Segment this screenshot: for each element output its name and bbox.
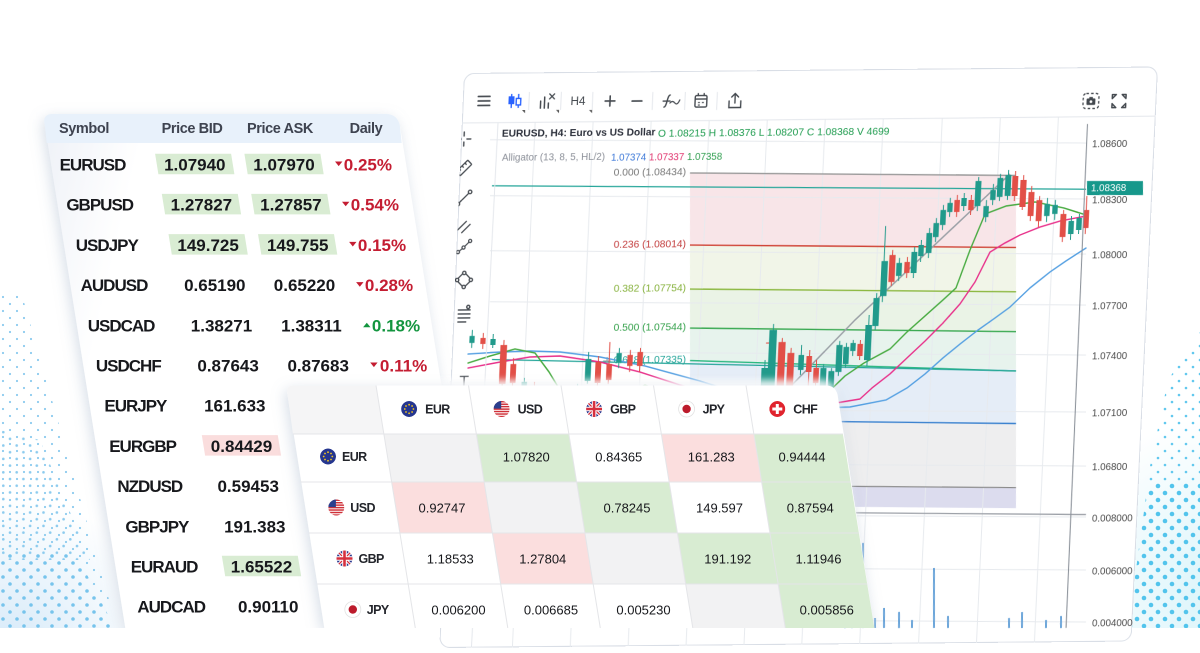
svg-text:1.08600: 1.08600 [1092, 139, 1128, 150]
svg-text:H4: H4 [570, 94, 586, 108]
svg-text:NZDUSD: NZDUSD [117, 477, 183, 496]
svg-text:0.92747: 0.92747 [419, 501, 466, 516]
svg-text:0.18%: 0.18% [372, 316, 420, 335]
svg-text:JPY: JPY [703, 403, 726, 417]
svg-text:0.618 (1.07335): 0.618 (1.07335) [613, 354, 686, 366]
svg-text:EUR: EUR [425, 403, 450, 417]
svg-text:USDCHF: USDCHF [96, 357, 161, 376]
svg-text:EURUSD, H4: Euro vs US Dollar: EURUSD, H4: Euro vs US Dollar [502, 127, 656, 140]
svg-text:191.383: 191.383 [224, 517, 285, 536]
svg-text:GBPUSD: GBPUSD [66, 196, 133, 215]
svg-text:0.59453: 0.59453 [217, 477, 278, 496]
svg-text:1.27857: 1.27857 [260, 196, 321, 215]
svg-text:0.87683: 0.87683 [287, 357, 348, 376]
svg-text:149.725: 149.725 [177, 236, 238, 255]
svg-text:1.07970: 1.07970 [253, 156, 314, 175]
svg-text:1.08368: 1.08368 [1091, 183, 1127, 194]
svg-text:1.07700: 1.07700 [1092, 301, 1128, 312]
svg-text:1.18533: 1.18533 [427, 552, 474, 567]
svg-text:Daily: Daily [350, 121, 383, 137]
svg-text:USD: USD [350, 501, 375, 515]
svg-text:191.192: 191.192 [704, 552, 751, 567]
svg-text:1.38311: 1.38311 [281, 316, 342, 335]
svg-text:Symbol: Symbol [59, 121, 109, 137]
svg-text:0.006000: 0.006000 [1092, 566, 1134, 577]
svg-text:GBPJPY: GBPJPY [125, 517, 190, 536]
svg-text:0.84365: 0.84365 [595, 450, 642, 465]
svg-text:0.90110: 0.90110 [238, 598, 299, 617]
svg-text:0.005856: 0.005856 [800, 603, 854, 618]
svg-text:1.08000: 1.08000 [1092, 250, 1128, 261]
svg-text:0.008000: 0.008000 [1092, 513, 1134, 524]
svg-text:1.07100: 1.07100 [1092, 408, 1128, 419]
svg-text:0.500 (1.07544): 0.500 (1.07544) [613, 322, 686, 334]
svg-text:0.000 (1.08434): 0.000 (1.08434) [613, 167, 686, 179]
svg-text:0.94444: 0.94444 [779, 450, 826, 465]
svg-text:0.87594: 0.87594 [787, 501, 834, 516]
svg-text:1.27804: 1.27804 [519, 552, 566, 567]
svg-text:0.54%: 0.54% [351, 196, 399, 215]
svg-text:0.28%: 0.28% [365, 276, 413, 295]
svg-text:0.004000: 0.004000 [1092, 618, 1134, 629]
svg-text:AUDUSD: AUDUSD [81, 276, 148, 295]
svg-text:1.07400: 1.07400 [1092, 351, 1128, 362]
svg-text:0.15%: 0.15% [358, 236, 406, 255]
svg-text:EURAUD: EURAUD [131, 558, 198, 577]
svg-text:149.755: 149.755 [267, 236, 328, 255]
svg-text:Price ASK: Price ASK [247, 121, 314, 137]
svg-text:149.597: 149.597 [696, 501, 743, 516]
svg-text:0.65220: 0.65220 [274, 276, 335, 295]
svg-text:1.11946: 1.11946 [795, 552, 841, 567]
svg-text:0.006200: 0.006200 [431, 603, 485, 618]
svg-text:GBP: GBP [610, 403, 636, 417]
svg-text:0.78245: 0.78245 [604, 501, 651, 516]
svg-text:1.27827: 1.27827 [171, 196, 232, 215]
svg-text:0.25%: 0.25% [344, 156, 392, 175]
svg-text:0.84429: 0.84429 [211, 437, 272, 456]
svg-text:1.07940: 1.07940 [164, 156, 225, 175]
svg-text:GBP: GBP [359, 552, 385, 566]
svg-text:1.08300: 1.08300 [1092, 195, 1128, 206]
svg-text:161.633: 161.633 [204, 397, 265, 416]
svg-text:0.11%: 0.11% [380, 357, 427, 376]
svg-text:0.382 (1.07754): 0.382 (1.07754) [613, 283, 686, 295]
svg-text:AUDCAD: AUDCAD [137, 598, 205, 617]
svg-text:EURGBP: EURGBP [109, 437, 176, 456]
svg-text:0.006685: 0.006685 [524, 603, 578, 618]
svg-text:EURUSD: EURUSD [60, 156, 127, 175]
svg-text:161.283: 161.283 [688, 450, 735, 465]
svg-text:1.07820: 1.07820 [503, 450, 550, 465]
svg-text:EURJPY: EURJPY [104, 397, 168, 416]
svg-text:1.65522: 1.65522 [231, 558, 292, 577]
svg-text:1.07374 1.07337 1.07358: 1.07374 1.07337 1.07358 [611, 152, 723, 164]
svg-text:0.87643: 0.87643 [197, 357, 258, 376]
svg-text:1.38271: 1.38271 [191, 316, 252, 335]
svg-text:O 1.08215 H 1.08376 L 1.0820: O 1.08215 H 1.08376 L 1.08207 C 1.08368 … [658, 127, 890, 140]
svg-text:USDJPY: USDJPY [76, 236, 140, 255]
svg-text:USD: USD [518, 403, 543, 417]
svg-text:Price BID: Price BID [162, 121, 223, 137]
svg-text:JPY: JPY [367, 603, 390, 617]
svg-text:CHF: CHF [793, 403, 818, 417]
svg-text:0.005230: 0.005230 [616, 603, 670, 618]
svg-text:0.65190: 0.65190 [184, 276, 245, 295]
svg-text:EUR: EUR [342, 450, 367, 464]
svg-text:USDCAD: USDCAD [88, 316, 155, 335]
svg-text:1.06800: 1.06800 [1092, 462, 1128, 473]
svg-text:Alligator (13, 8, 5, HL/2): Alligator (13, 8, 5, HL/2) [502, 152, 605, 164]
svg-text:0.236 (1.08014): 0.236 (1.08014) [613, 239, 686, 251]
